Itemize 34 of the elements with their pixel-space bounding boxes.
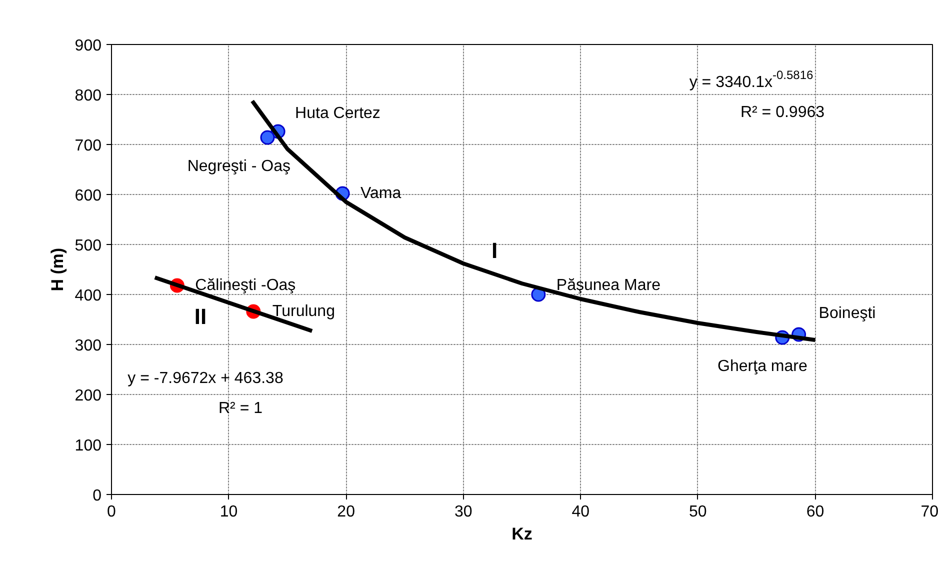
y-tick-label: 300 [74,338,102,354]
y-tick-label: 0 [92,488,102,504]
y-tick-label: 200 [74,388,102,404]
x-tick-label: 60 [806,504,824,520]
y-axis-title: H (m) [48,248,67,292]
x-tick-label: 50 [689,504,707,520]
y-tick-label: 700 [74,138,102,154]
x-axis-title: Kz [512,524,532,544]
annotation: Păşunea Mare [556,277,661,294]
y-tick-label: 900 [74,38,102,54]
x-tick-label: 0 [107,504,116,520]
x-tick-label: 70 [920,504,938,520]
annotation: y = -7.9672x + 463.38 [128,370,284,387]
x-tick-label: 30 [454,504,472,520]
y-tick-label: 600 [74,188,102,204]
x-tick-label: 40 [572,504,590,520]
annotation: I [491,238,498,263]
y-tick-label: 800 [74,88,102,104]
annotation: II [194,304,207,329]
y-tick-label: 400 [74,288,102,304]
y-tick-label: 500 [74,238,102,254]
annotation: R² = 0.9963 [740,104,825,121]
x-tick-label: 10 [220,504,238,520]
annotation: R² = 1 [218,400,263,417]
annotation: Călineşti -Oaş [195,277,296,294]
x-tick-label: 20 [337,504,356,520]
annotation: Vama [360,185,402,202]
annotation: Huta Certez [295,105,380,122]
annotation: Gherţa mare [718,358,808,375]
annotation: Turulung [272,303,335,320]
point [260,130,275,145]
annotation: Boineşti [818,305,876,322]
y-tick-label: 100 [74,438,102,454]
annotation: Negreşti - Oaş [187,158,290,175]
